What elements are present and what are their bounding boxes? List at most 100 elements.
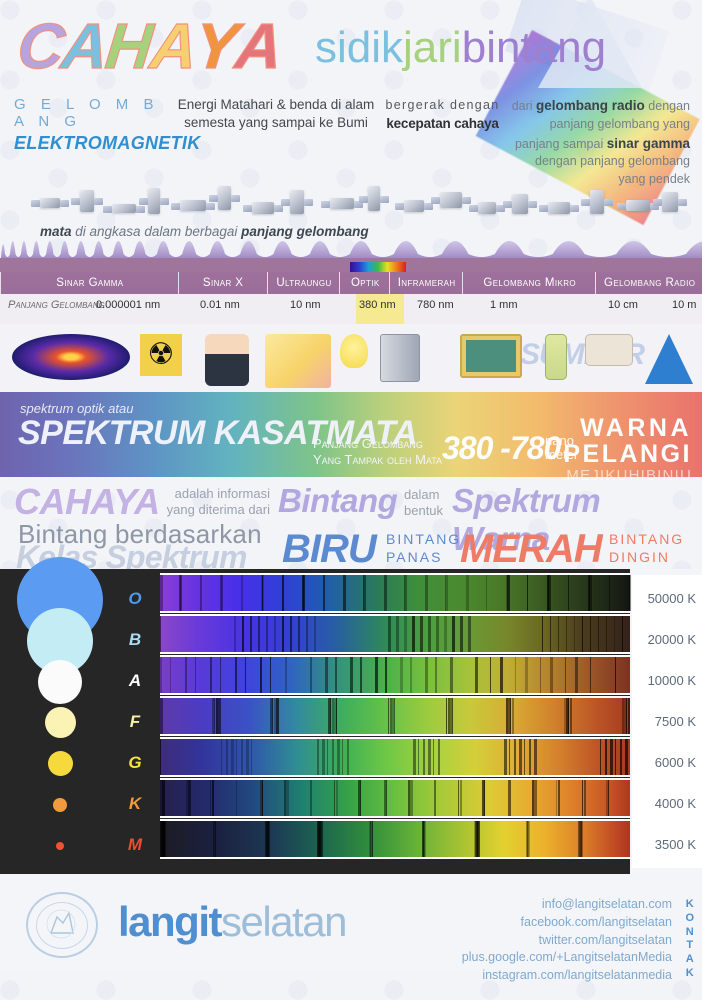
satellite-panel-icon — [94, 198, 103, 205]
contact-link-4[interactable]: instagram.com/langitselatanmedia — [462, 967, 672, 985]
wavelength-value-3: 380 nm — [359, 299, 396, 311]
satellite-panel-icon — [424, 203, 433, 210]
caption-rest: di angkasa dalam berbagai — [72, 224, 242, 239]
satellite-panel-icon — [528, 201, 537, 208]
temperature-label-O: 50000 K — [632, 591, 696, 606]
satellite-panel-icon — [380, 196, 389, 203]
stellar-spectra-chart: OBAFGKM 50000 K20000 K10000 K7500 K6000 … — [0, 569, 702, 874]
gamma-sky-map-icon — [12, 334, 130, 380]
star-size-circle-K — [53, 798, 67, 812]
dingin-line-2: DINGIN — [609, 549, 684, 567]
satellite-icon — [440, 192, 462, 208]
intro-col-speed: bergerak dengan kecepatan cahaya — [380, 96, 505, 134]
contact-link-0[interactable]: info@langitselatan.com — [462, 896, 672, 914]
panas-line-1: BINTANG — [386, 531, 461, 549]
band-segment-gelombang-mikro[interactable]: Gelombang mikro — [462, 272, 596, 294]
title-letter-2: H — [103, 14, 154, 78]
langitselatan-logo[interactable]: langitselatan — [118, 898, 346, 946]
satellite-icon — [548, 202, 570, 214]
visible-spectrum-banner: spektrum optik atau SPEKTRUM KASATMATA P… — [0, 392, 702, 477]
satellite-panel-icon — [431, 197, 440, 204]
page-subtitle: sidik jari bintang — [315, 26, 606, 70]
band-segment-sinar-x[interactable]: Sinar X — [178, 272, 268, 294]
seal-inner-ring — [36, 902, 88, 949]
panjang-gelombang-desc: Panjang Gelombang Yang Tampak oleh Mata — [313, 436, 442, 469]
satellite-panel-icon — [321, 201, 330, 208]
uv-sunbathing-icon — [265, 334, 331, 388]
satellite-icon — [626, 200, 650, 211]
spectral-class-column: OBAFGKM — [112, 575, 158, 868]
heater-icon — [380, 334, 420, 382]
satellite-caption: mata di angkasa dalam berbagai panjang g… — [40, 224, 369, 239]
merah-label: MERAH — [460, 527, 602, 572]
contact-link-3[interactable]: plus.google.com/+LangitselatanMedia — [462, 949, 672, 967]
satellite-panel-icon — [139, 198, 148, 205]
cahaya-desc-line-2: yang diterima dari — [160, 502, 270, 518]
kontak-vertical-label: KONTAK — [685, 898, 694, 981]
spectrum-strip-M[interactable] — [160, 819, 630, 859]
satellite-icon — [112, 204, 136, 213]
bintang-panas-label: BINTANG PANAS — [386, 531, 461, 566]
satellite-icon — [478, 202, 496, 214]
band-segment-inframerah[interactable]: Inframerah — [389, 272, 463, 294]
wavelength-value-0: 0.000001 nm — [96, 299, 160, 311]
temperature-column: 50000 K20000 K10000 K7500 K6000 K4000 K3… — [632, 575, 702, 868]
spectrum-strip-F[interactable] — [160, 696, 630, 736]
satellite-panel-icon — [281, 199, 290, 206]
band-segment-optik[interactable]: Optik — [339, 272, 390, 294]
spectral-class-letter-O: O — [112, 589, 158, 609]
satellite-panel-icon — [71, 198, 80, 205]
panas-line-2: PANAS — [386, 549, 461, 567]
satellite-icon — [368, 186, 380, 211]
band-segment-ultraungu[interactable]: Ultraungu — [267, 272, 341, 294]
intro-col-energy: Energi Matahari & benda di alam semesta … — [176, 96, 376, 132]
wavelength-value-4: 780 nm — [417, 299, 454, 311]
temperature-label-B: 20000 K — [632, 632, 696, 647]
cahaya-label: CAHAYA — [14, 481, 160, 523]
kontak-letter-3: T — [685, 939, 694, 953]
dalam-bentuk-desc: dalam bentuk — [404, 487, 450, 518]
wavelength-value-7: 10 m — [672, 299, 696, 311]
satellite-icon — [590, 190, 604, 214]
star-size-circle-G — [48, 751, 73, 776]
satellite-icon — [512, 194, 528, 214]
star-size-circle-M — [56, 842, 64, 850]
spectral-class-letter-B: B — [112, 630, 158, 650]
satellite-panel-icon — [581, 199, 590, 206]
spectrum-strip-O[interactable] — [160, 573, 630, 613]
spectrum-strip-A[interactable] — [160, 655, 630, 695]
caption-bold-1: mata — [40, 224, 72, 239]
wavelength-range-value: 380 -780 — [442, 430, 560, 467]
spectrum-strip-B[interactable] — [160, 614, 630, 654]
title-letter-0: C — [15, 14, 66, 78]
band-segment-gelombang-radio[interactable]: Gelombang radio — [595, 272, 702, 294]
subtitle-word-2: bintang — [462, 26, 606, 70]
page-title: CAHAYA — [18, 14, 280, 78]
warna-pelangi-block: WARNA PELANGI MEJIKUHIBINIU — [563, 416, 692, 484]
satellite-panel-icon — [274, 205, 283, 212]
caption-bold-2: panjang gelombang — [241, 224, 369, 239]
subtitle-word-0: sidik — [315, 26, 403, 70]
satellite-icon — [40, 198, 60, 208]
satellite-panel-icon — [604, 199, 613, 206]
dalam-label: dalam — [404, 487, 450, 503]
title-letter-4: Y — [192, 14, 239, 78]
satellite-icon — [252, 202, 274, 214]
wavelength-value-5: 1 mm — [490, 299, 518, 311]
intro-radio-label: gelombang radio — [536, 98, 645, 113]
intro-dari-label: dari — [512, 99, 536, 113]
satellite-icon — [80, 190, 94, 212]
intro-row: G E L O M B A N G ELEKTROMAGNETIK Energi… — [0, 96, 702, 180]
kontak-letter-1: O — [685, 912, 694, 926]
langitselatan-seal-icon — [26, 892, 98, 958]
wavelength-value-6: 10 cm — [608, 299, 638, 311]
cahaya-desc-line-1: adalah informasi — [160, 486, 270, 502]
band-segment-sinar-gamma[interactable]: Sinar Gamma — [0, 272, 179, 294]
spectrum-strip-K[interactable] — [160, 778, 630, 818]
logo-bold-part: langit — [118, 898, 221, 945]
contact-link-2[interactable]: twitter.com/langitselatan — [462, 932, 672, 950]
spectrum-strip-G[interactable] — [160, 737, 630, 777]
bintang-dingin-label: BINTANG DINGIN — [609, 531, 684, 566]
contact-link-1[interactable]: facebook.com/langitselatan — [462, 914, 672, 932]
subtitle-word-1: jari — [403, 26, 462, 70]
